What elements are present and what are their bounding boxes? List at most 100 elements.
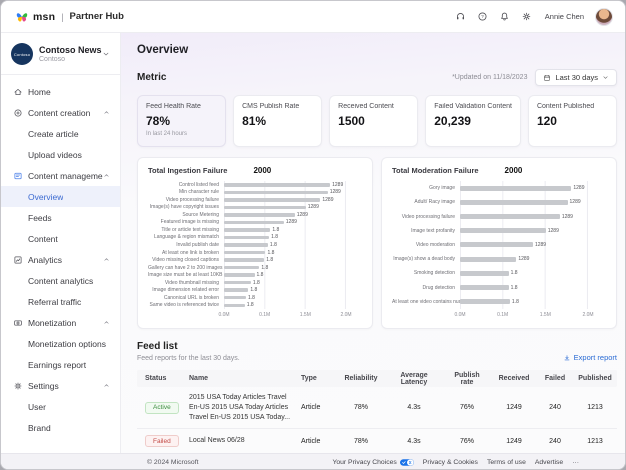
table-row[interactable]: Active 2015 USA Today Articles Travel En-… — [137, 387, 617, 430]
msn-butterfly-icon — [15, 10, 29, 24]
column-header-status[interactable]: Status — [145, 375, 167, 382]
footer-link-terms-of-use[interactable]: Terms of use — [486, 459, 526, 466]
chart-row: Smoking detection 1.8 — [392, 266, 606, 280]
sidebar-item-brand[interactable]: Brand — [1, 417, 120, 438]
chart-category-label: Min character rule — [178, 189, 219, 196]
sidebar-item-user[interactable]: User — [1, 396, 120, 417]
sidebar-item-content[interactable]: Content — [1, 228, 120, 249]
help-icon[interactable]: ? — [477, 11, 488, 22]
sidebar-item-analytics[interactable]: Analytics — [1, 249, 120, 270]
sidebar-item-settings[interactable]: Settings — [1, 375, 120, 396]
chart-row: At least one link is broken 1.8 — [148, 249, 362, 257]
metric-card-received-content[interactable]: Received Content 1500 — [329, 95, 419, 147]
chart-total: 2000 — [504, 166, 523, 175]
metric-card-label: CMS Publish Rate — [242, 103, 300, 110]
sidebar-item-upload-videos[interactable]: Upload videos — [1, 144, 120, 165]
chart-bar-value: 1289 — [296, 211, 308, 218]
column-header-name[interactable]: Name — [189, 375, 209, 382]
chart-bar — [224, 288, 249, 292]
sidebar-item-label: Create article — [28, 128, 79, 139]
metric-card-feed-health-rate[interactable]: Feed Health Rate 78% In last 24 hours — [137, 95, 227, 147]
column-header-failed[interactable]: Failed — [544, 375, 566, 382]
sidebar-item-overview[interactable]: Overview — [1, 186, 120, 207]
column-header-received[interactable]: Received — [498, 375, 530, 382]
chart-bar-value: 1.8 — [269, 242, 277, 249]
column-header-published[interactable]: Published — [578, 375, 612, 382]
chart-row: Adult/ Racy image 1289 — [392, 195, 606, 209]
chart-bar-value: 1.8 — [272, 226, 280, 233]
sidebar-item-feeds[interactable]: Feeds — [1, 207, 120, 228]
metric-card-cms-publish-rate[interactable]: CMS Publish Rate 81% — [233, 95, 323, 147]
topbar-actions: ? Annie Chen — [455, 7, 613, 26]
feed-failed: 240 — [549, 404, 561, 412]
sidebar-item-label: Content analytics — [28, 275, 94, 286]
chart-title: Total Moderation Failure — [392, 166, 479, 175]
brand-name: msn — [33, 10, 56, 23]
column-header-publish-rate[interactable]: Publish rate — [454, 371, 480, 386]
gear-icon[interactable] — [521, 11, 532, 22]
table-row[interactable]: Failed Local News 06/28 Article 78% 4.3s 76% 1… — [137, 429, 617, 453]
sidebar-item-content-creation[interactable]: Content creation — [1, 102, 120, 123]
chart-x-axis: 0.0M 0.1M 1.5M 2.0M — [218, 309, 351, 320]
chart-row: Language & region mismatch 1.8 — [148, 234, 362, 242]
brand-product: Partner Hub — [69, 11, 124, 22]
sidebar-item-create-article[interactable]: Create article — [1, 123, 120, 144]
date-range-button[interactable]: Last 30 days — [535, 69, 617, 86]
sidebar-item-home[interactable]: Home — [1, 81, 120, 102]
account-org: Contoso — [39, 56, 66, 63]
metric-card-value: 81% — [242, 114, 267, 128]
privacy-choices-icon — [399, 459, 414, 466]
sidebar-item-label: Overview — [28, 191, 64, 202]
chart-category-label: Adult/ Racy image — [414, 199, 455, 206]
column-header-average-latency[interactable]: Average Latency — [400, 371, 428, 386]
account-name: Contoso News — [39, 45, 102, 55]
metric-card-failed-validation-content[interactable]: Failed Validation Content 20,239 — [425, 95, 521, 147]
download-icon — [563, 354, 571, 362]
chart-category-label: At least one link is broken — [162, 249, 219, 256]
chart-category-label: Control listed feed — [178, 181, 219, 188]
chart-row: Same video is referenced twice 1.8 — [148, 302, 362, 310]
chart-category-label: Gory image — [429, 185, 455, 192]
account-switcher[interactable]: Contoso Contoso News Contoso — [1, 33, 120, 74]
feed-table-header: Status Name Type Reliability Average Latency… — [137, 370, 617, 387]
footer-link-advertise[interactable]: Advertise — [534, 459, 564, 466]
chevron-down-icon — [602, 74, 609, 81]
metric-card-content-published[interactable]: Content Published 120 — [527, 95, 618, 147]
sidebar-item-monetization-options[interactable]: Monetization options — [1, 333, 120, 354]
chart-bar — [224, 280, 251, 285]
sidebar-item-earnings-report[interactable]: Earnings report — [1, 354, 120, 375]
chart-row: Gory image 1289 — [392, 181, 606, 195]
chart-bar — [224, 190, 328, 195]
sidebar-item-label: Home — [28, 86, 51, 97]
footer-link-privacy-cookies[interactable]: Privacy & Cookies — [422, 459, 478, 466]
axis-tick-label: 1.5M — [299, 312, 311, 318]
footer-links: Your Privacy Choices Privacy & Cookies Ter… — [332, 459, 579, 466]
column-header-type[interactable]: Type — [301, 375, 317, 382]
export-report-link[interactable]: Export report — [563, 353, 617, 362]
metric-card-value: 20,239 — [434, 114, 471, 128]
bell-icon[interactable] — [499, 11, 510, 22]
chart-bar — [460, 270, 509, 276]
chart-bar — [224, 295, 246, 300]
sidebar-item-label: Content creation — [28, 107, 91, 118]
sidebar-item-referral-traffic[interactable]: Referral traffic — [1, 291, 120, 312]
footer-link--[interactable]: ··· — [572, 459, 579, 466]
metric-card-value: 120 — [536, 114, 557, 128]
headset-icon[interactable] — [455, 11, 466, 22]
sidebar-item-content-analytics[interactable]: Content analytics — [1, 270, 120, 291]
brand[interactable]: msn | Partner Hub — [15, 10, 124, 24]
footer-link-your-privacy-choices[interactable]: Your Privacy Choices — [332, 459, 414, 466]
chart-category-label: Title or article text missing — [161, 226, 219, 233]
user-avatar[interactable] — [595, 7, 613, 26]
feed-latency: 4.3s — [407, 437, 421, 445]
sidebar-item-content-management[interactable]: Content management — [1, 165, 120, 186]
chart-bar-value: 1.8 — [267, 249, 275, 256]
chart-category-label: Language & region mismatch — [153, 234, 219, 241]
copyright: © 2024 Microsoft — [147, 459, 199, 466]
sidebar-item-monetization[interactable]: Monetization — [1, 312, 120, 333]
column-header-reliability[interactable]: Reliability — [344, 375, 378, 382]
home-icon — [13, 87, 23, 97]
chevron-down-icon — [102, 50, 110, 58]
chart-row: Video missing closed captions 1.8 — [148, 256, 362, 264]
feed-publish-rate: 76% — [459, 404, 474, 412]
